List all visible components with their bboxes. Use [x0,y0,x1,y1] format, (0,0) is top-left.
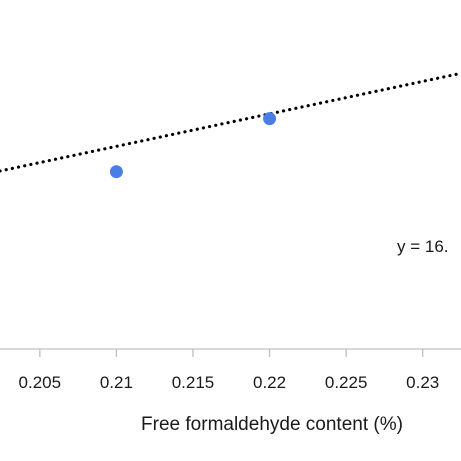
x-axis-tick-labels: 0.205 0.21 0.215 0.22 0.225 0.23 [19,373,440,392]
x-axis-ticks [39,349,424,357]
x-tick-label-5: 0.23 [406,373,439,392]
plot-area [0,71,461,179]
x-tick-label-0: 0.205 [19,373,62,392]
x-tick-label-4: 0.225 [325,373,368,392]
x-axis-title: Free formaldehyde content (%) [141,414,403,435]
trendline-equation-label: y = 16. [397,237,449,256]
data-point-0-0 [109,165,123,179]
x-tick-label-2: 0.215 [172,373,215,392]
x-tick-label-1: 0.21 [100,373,133,392]
trendline [0,71,461,173]
data-point-0-1 [263,112,277,126]
x-tick-label-3: 0.22 [253,373,286,392]
